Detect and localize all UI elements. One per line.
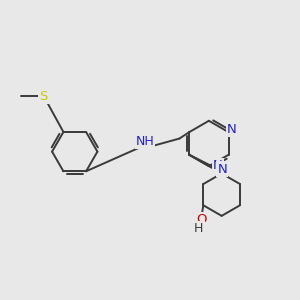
Text: N: N bbox=[213, 159, 223, 172]
Text: N: N bbox=[218, 163, 227, 176]
Text: O: O bbox=[196, 214, 207, 226]
Text: N: N bbox=[227, 123, 237, 136]
Text: H: H bbox=[194, 222, 204, 235]
Text: NH: NH bbox=[136, 135, 154, 148]
Text: S: S bbox=[40, 89, 48, 103]
